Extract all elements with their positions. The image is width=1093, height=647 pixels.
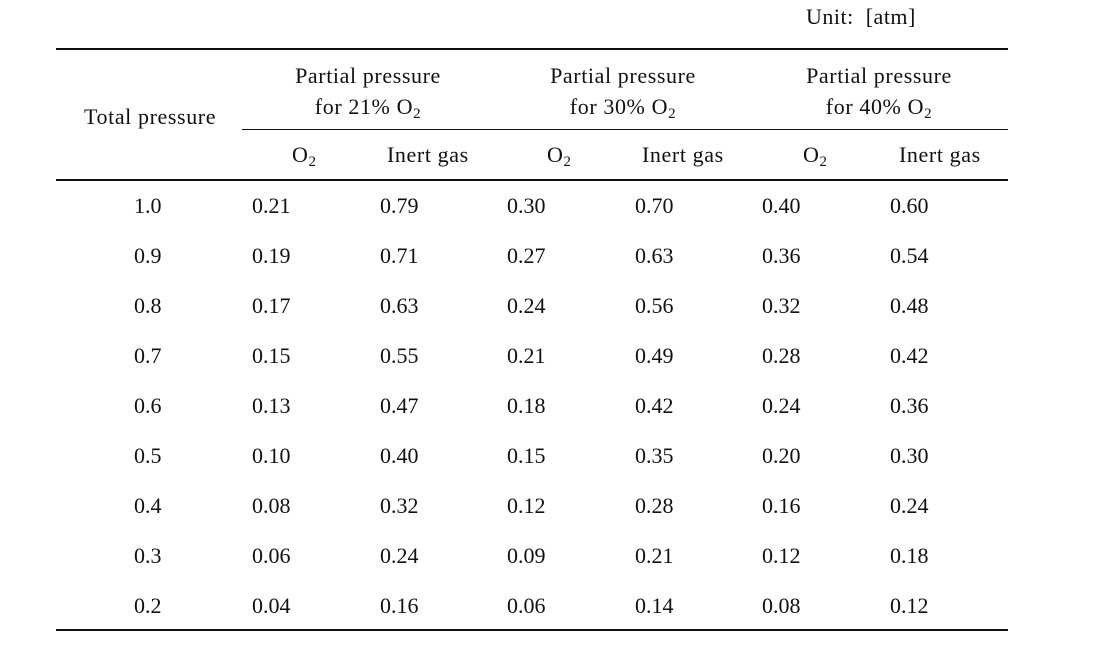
cell-o2-40: 0.28 <box>762 343 801 368</box>
cell-inert-21: 0.63 <box>380 293 419 318</box>
cell-o2-40: 0.40 <box>762 193 801 218</box>
header-group-40-line1: Partial pressure <box>806 63 952 88</box>
cell-o2-30: 0.06 <box>507 593 546 618</box>
header-group-40-line2: for 40% O2 <box>825 94 933 122</box>
cell-inert-30: 0.56 <box>635 293 674 318</box>
header-group-rule <box>242 129 1008 130</box>
cell-total-pressure: 0.9 <box>134 243 162 268</box>
header-total-pressure: Total pressure <box>84 104 217 129</box>
cell-o2-40: 0.32 <box>762 293 801 318</box>
cell-inert-40: 0.30 <box>890 443 929 468</box>
header-group-21-line1: Partial pressure <box>295 63 441 88</box>
cell-o2-40: 0.36 <box>762 243 801 268</box>
subheader-inert-21: Inert gas <box>387 142 469 167</box>
cell-o2-40: 0.16 <box>762 493 801 518</box>
cell-o2-30: 0.30 <box>507 193 546 218</box>
cell-o2-40: 0.24 <box>762 393 801 418</box>
cell-o2-21: 0.06 <box>252 543 291 568</box>
header-group-30-line1: Partial pressure <box>550 63 696 88</box>
cell-total-pressure: 0.6 <box>134 393 162 418</box>
header-group-21-line2: for 21% O2 <box>314 94 422 122</box>
table-bottom-rule <box>56 629 1008 631</box>
cell-inert-21: 0.40 <box>380 443 419 468</box>
cell-o2-21: 0.08 <box>252 493 291 518</box>
cell-inert-30: 0.14 <box>635 593 674 618</box>
cell-inert-40: 0.48 <box>890 293 929 318</box>
cell-o2-40: 0.08 <box>762 593 801 618</box>
subheader-o2-30: O2 <box>547 142 572 170</box>
cell-o2-21: 0.10 <box>252 443 291 468</box>
cell-inert-21: 0.79 <box>380 193 419 218</box>
cell-inert-21: 0.71 <box>380 243 419 268</box>
cell-o2-30: 0.18 <box>507 393 546 418</box>
header-group-30-line2: for 30% O2 <box>569 94 677 122</box>
cell-o2-30: 0.09 <box>507 543 546 568</box>
cell-o2-21: 0.17 <box>252 293 291 318</box>
cell-inert-30: 0.21 <box>635 543 674 568</box>
cell-o2-30: 0.12 <box>507 493 546 518</box>
cell-inert-21: 0.47 <box>380 393 419 418</box>
cell-inert-21: 0.24 <box>380 543 419 568</box>
cell-o2-30: 0.24 <box>507 293 546 318</box>
cell-o2-21: 0.04 <box>252 593 291 618</box>
cell-inert-40: 0.60 <box>890 193 929 218</box>
cell-o2-40: 0.12 <box>762 543 801 568</box>
cell-o2-30: 0.21 <box>507 343 546 368</box>
header-group-40: Partial pressure for 40% O2 <box>754 60 1004 122</box>
cell-inert-30: 0.63 <box>635 243 674 268</box>
cell-total-pressure: 0.4 <box>134 493 162 518</box>
cell-inert-21: 0.55 <box>380 343 419 368</box>
cell-o2-30: 0.27 <box>507 243 546 268</box>
subheader-o2-21: O2 <box>292 142 317 170</box>
cell-total-pressure: 0.8 <box>134 293 162 318</box>
cell-inert-40: 0.24 <box>890 493 929 518</box>
cell-inert-40: 0.54 <box>890 243 929 268</box>
cell-total-pressure: 0.7 <box>134 343 162 368</box>
cell-o2-21: 0.21 <box>252 193 291 218</box>
unit-label: Unit: [atm] <box>806 4 916 29</box>
subheader-o2-40: O2 <box>803 142 828 170</box>
cell-o2-40: 0.20 <box>762 443 801 468</box>
cell-inert-30: 0.49 <box>635 343 674 368</box>
header-group-30: Partial pressure for 30% O2 <box>498 60 748 122</box>
cell-o2-21: 0.13 <box>252 393 291 418</box>
cell-total-pressure: 0.2 <box>134 593 162 618</box>
cell-total-pressure: 0.3 <box>134 543 162 568</box>
cell-total-pressure: 1.0 <box>134 193 162 218</box>
header-bottom-rule <box>56 179 1008 181</box>
header-group-21: Partial pressure for 21% O2 <box>243 60 493 122</box>
cell-o2-21: 0.19 <box>252 243 291 268</box>
cell-inert-40: 0.12 <box>890 593 929 618</box>
table-top-rule <box>56 48 1008 50</box>
cell-inert-40: 0.18 <box>890 543 929 568</box>
cell-total-pressure: 0.5 <box>134 443 162 468</box>
cell-o2-21: 0.15 <box>252 343 291 368</box>
cell-inert-21: 0.16 <box>380 593 419 618</box>
cell-inert-30: 0.28 <box>635 493 674 518</box>
cell-inert-30: 0.70 <box>635 193 674 218</box>
cell-inert-40: 0.36 <box>890 393 929 418</box>
cell-inert-40: 0.42 <box>890 343 929 368</box>
cell-inert-30: 0.35 <box>635 443 674 468</box>
cell-inert-30: 0.42 <box>635 393 674 418</box>
subheader-inert-40: Inert gas <box>899 142 981 167</box>
subheader-inert-30: Inert gas <box>642 142 724 167</box>
cell-o2-30: 0.15 <box>507 443 546 468</box>
cell-inert-21: 0.32 <box>380 493 419 518</box>
